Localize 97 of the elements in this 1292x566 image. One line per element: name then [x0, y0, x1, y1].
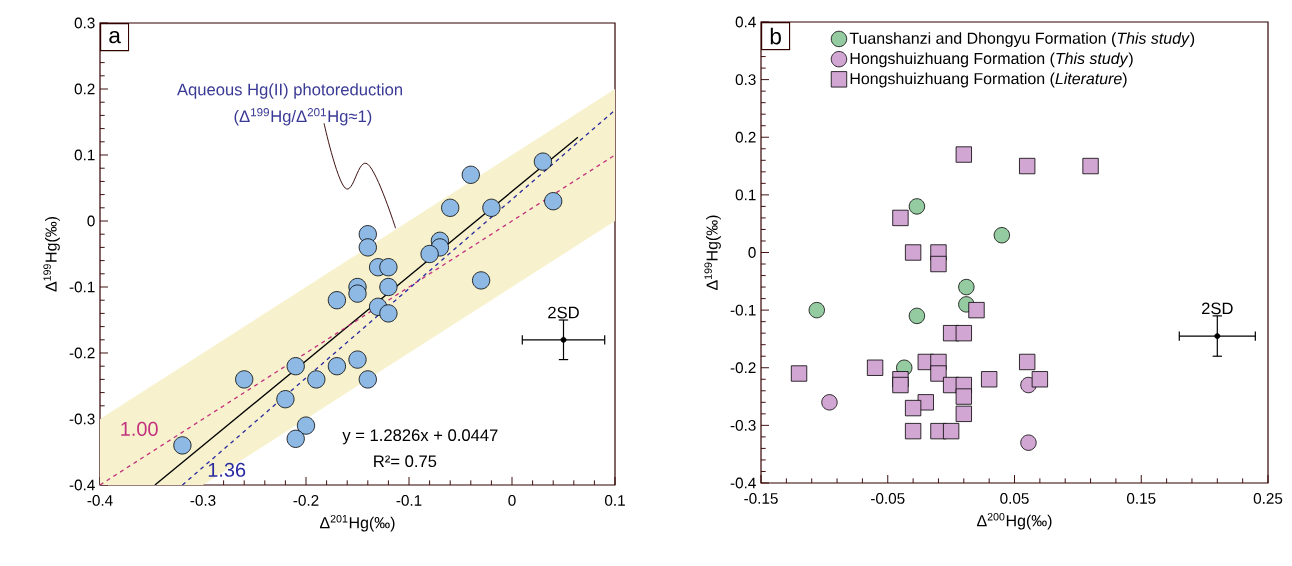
x-tick-label: 0: [508, 495, 516, 506]
point: [892, 209, 909, 227]
point: [1214, 333, 1221, 339]
point: [358, 238, 377, 257]
x-axis-title: Δ$^{201}$Hg(‰): [319, 514, 395, 532]
point: [904, 399, 922, 417]
point: [327, 357, 346, 376]
y-tick-label: 0.2: [735, 131, 756, 143]
y-tick-label: 0: [87, 215, 95, 227]
x-axis-title: Δ$^{200}$Hg(‰): [977, 512, 1052, 530]
point: [958, 278, 975, 296]
x-tick-label: 0.25: [1253, 493, 1283, 504]
series-label: 2SD: [1201, 302, 1233, 315]
point: [1019, 353, 1036, 371]
annotation: y = 1.2826x + 0.0447: [342, 429, 498, 445]
point: [461, 165, 480, 184]
point: [790, 365, 808, 382]
annotation: (Δ$^{199}$Hg/Δ$^{201}$Hg≈1): [234, 108, 372, 126]
y-tick-label: -0.2: [730, 362, 756, 374]
point: [482, 198, 501, 217]
x-tick-label: -0.2: [293, 495, 319, 506]
annotation: R²= 0.75: [374, 455, 437, 468]
y-tick-label: 0.4: [735, 16, 756, 28]
y-axis-title: Δ$^{199}$Hg(‰): [704, 215, 721, 291]
point: [286, 429, 305, 448]
legend-label: Hongshuizhuang Formation (This study): [850, 52, 1133, 68]
y-tick-label: -0.1: [730, 304, 756, 316]
point: [943, 423, 960, 440]
point: [379, 304, 398, 323]
point: [955, 405, 972, 422]
point: [560, 336, 567, 343]
point: [286, 357, 305, 376]
legend-label: Hongshuizhuang Formation (Literature): [850, 72, 1127, 88]
chart-title: b: [770, 27, 781, 45]
point: [358, 370, 377, 389]
series-label: 2SD: [548, 306, 579, 319]
point: [1020, 434, 1037, 451]
y-tick-label: -0.2: [69, 347, 95, 359]
point: [307, 370, 326, 389]
y-axis-title: Δ$^{199}$Hg(‰): [43, 217, 60, 292]
x-tick-label: 0.05: [1000, 493, 1029, 504]
point: [348, 284, 367, 303]
chart-title: a: [109, 30, 121, 44]
y-tick-label: -0.4: [69, 479, 95, 491]
point: [544, 192, 563, 211]
y-tick-label: 0.2: [74, 83, 95, 95]
point: [930, 255, 947, 273]
y-tick-label: -0.1: [69, 281, 95, 293]
point: [908, 198, 926, 215]
point: [1031, 371, 1048, 388]
point: [904, 423, 922, 440]
point: [235, 370, 254, 389]
point: [930, 365, 947, 382]
series-label: 1.36: [208, 462, 246, 477]
point: [866, 359, 884, 376]
y-tick-label: -0.3: [730, 419, 756, 431]
point: [892, 376, 909, 394]
point: [1082, 157, 1099, 175]
annotation: Aqueous Hg(II) photoreduction: [177, 83, 402, 99]
point: [276, 390, 295, 409]
point: [379, 258, 398, 277]
y-tick-label: 0.3: [74, 17, 95, 29]
x-tick-label: -0.4: [87, 495, 113, 506]
y-tick-label: 0.1: [74, 149, 95, 161]
point: [908, 307, 926, 325]
legend-label: Tuanshanzi and Dhongyu Formation (This study): [849, 32, 1195, 48]
point: [348, 350, 367, 369]
x-tick-label: 0.15: [1127, 493, 1156, 504]
point: [420, 244, 439, 264]
point: [472, 271, 491, 290]
x-tick-label: 0.1: [604, 495, 625, 506]
point: [379, 277, 398, 297]
x-tick-label: -0.3: [190, 495, 216, 506]
point: [993, 227, 1010, 244]
point: [1019, 157, 1036, 175]
point: [955, 388, 972, 405]
x-tick-label: -0.15: [744, 493, 778, 504]
point: [821, 394, 838, 411]
point: [968, 301, 985, 319]
point: [441, 198, 460, 217]
y-tick-label: 0.3: [735, 74, 756, 86]
y-tick-label: 0: [748, 247, 756, 258]
point: [955, 325, 972, 342]
x-tick-label: -0.1: [396, 495, 422, 506]
point: [904, 244, 922, 261]
point: [981, 371, 998, 388]
point: [808, 301, 825, 319]
y-tick-label: -0.3: [69, 413, 95, 425]
y-tick-label: -0.4: [730, 477, 756, 489]
point: [533, 152, 552, 171]
point: [327, 291, 346, 310]
series-label: 1.00: [121, 421, 158, 436]
x-tick-label: -0.05: [871, 493, 905, 504]
point: [173, 436, 192, 455]
point: [955, 146, 972, 163]
point: [296, 416, 316, 435]
y-tick-label: 0.1: [735, 189, 756, 201]
